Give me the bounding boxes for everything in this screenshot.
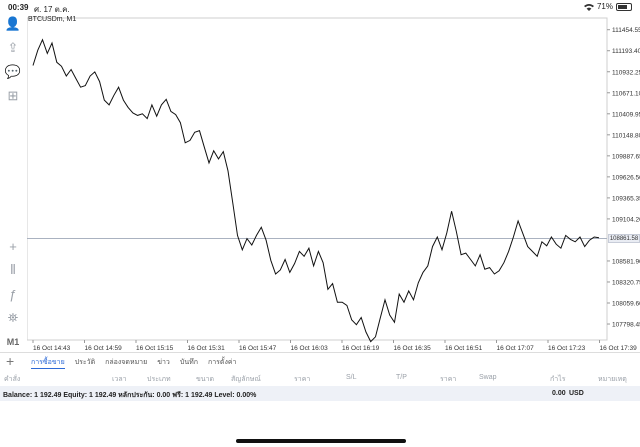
x-tick-label: 16 Oct 16:35 <box>394 345 432 352</box>
balance-row: Balance: 1 192.49 Equity: 1 192.49 หลักป… <box>0 386 640 401</box>
chat-icon[interactable]: 💬 <box>4 64 22 79</box>
tab-4[interactable]: บันทึก <box>179 359 198 366</box>
y-tick-label: 109626.50 <box>612 174 640 181</box>
left-toolbar: 👤 ⇪ 💬 ⊞ + ⫴ ƒ ⛯ M1 <box>0 14 26 350</box>
tab-5[interactable]: การตั้งค่า <box>207 359 237 366</box>
x-tick-label: 16 Oct 16:51 <box>445 345 483 352</box>
objects-icon[interactable]: ⛯ <box>7 310 19 325</box>
current-price-tag: 108861.58 <box>608 233 640 243</box>
column-header: ขนาด <box>196 376 215 383</box>
trade-icon[interactable]: ⇪ <box>7 40 19 55</box>
plot-frame <box>26 17 608 341</box>
currency: USD <box>569 390 584 397</box>
y-tick-label: 110409.95 <box>612 111 640 118</box>
trade-table-header: คำสั่ง เวลา ประเภท ขนาด สัญลักษณ์ ราคา S/L T/P ร… <box>0 372 640 386</box>
crosshair-icon[interactable]: + <box>9 238 17 254</box>
x-tick-label: 16 Oct 15:15 <box>136 345 174 352</box>
timeframe-label[interactable]: M1 <box>6 337 20 347</box>
column-header: หมายเหตุ <box>598 376 627 383</box>
y-tick-label: 109104.20 <box>612 216 640 223</box>
x-tick-label: 16 Oct 16:19 <box>342 345 380 352</box>
battery-icon <box>616 2 632 11</box>
column-header: T/P <box>396 374 407 381</box>
status-right: 71% <box>583 2 632 11</box>
y-tick-label: 111454.55 <box>612 27 640 34</box>
column-header: S/L <box>346 374 357 381</box>
y-tick-label: 108059.60 <box>612 301 640 308</box>
home-indicator[interactable] <box>236 439 406 443</box>
tab-1[interactable]: ประวัติ <box>74 359 96 366</box>
y-tick-label: 109887.65 <box>612 153 640 160</box>
clock: 00:39 <box>8 3 29 12</box>
x-tick-label: 16 Oct 14:59 <box>85 345 123 352</box>
y-tick-label: 108581.90 <box>612 258 640 265</box>
tab-3[interactable]: ข่าว <box>157 359 170 366</box>
wifi-icon <box>583 3 594 11</box>
balance-summary: Balance: 1 192.49 Equity: 1 192.49 หลักป… <box>3 392 257 399</box>
y-tick-label: 111193.40 <box>612 48 640 55</box>
column-header: คำสั่ง <box>4 376 21 383</box>
column-header: เวลา <box>112 376 127 383</box>
date: ศ. 17 ต.ค. <box>34 5 70 14</box>
profile-icon[interactable]: 👤 <box>4 16 22 31</box>
tab-2[interactable]: กล่องจดหมาย <box>105 359 148 366</box>
column-header: ราคา <box>440 376 457 383</box>
status-bar: 00:39 ศ. 17 ต.ค. 71% <box>0 0 640 14</box>
bottom-tabs-bar: + การซื้อขาย ประวัติ กล่องจดหมาย ข่าว บันทึก… <box>0 352 640 369</box>
x-tick-label: 16 Oct 14:43 <box>33 345 71 352</box>
x-tick-label: 16 Oct 17:39 <box>600 345 638 352</box>
candles-icon[interactable]: ⫴ <box>10 262 16 277</box>
column-header: ประเภท <box>147 376 171 383</box>
y-tick-label: 110148.80 <box>612 132 640 139</box>
x-tick-label: 16 Oct 15:31 <box>188 345 226 352</box>
chart-svg[interactable]: 111454.55 111193.40 110932.25 110671.10 1104… <box>26 14 640 354</box>
x-tick-label: 16 Oct 17:07 <box>497 345 535 352</box>
column-header: Swap <box>479 374 497 381</box>
tab-0[interactable]: การซื้อขาย <box>31 357 65 369</box>
y-tick-label: 110932.25 <box>612 69 640 76</box>
column-header: สัญลักษณ์ <box>231 376 261 383</box>
x-tick-label: 16 Oct 15:47 <box>239 345 277 352</box>
tabs: การซื้อขาย ประวัติ กล่องจดหมาย ข่าว บันทึก กา… <box>31 357 236 369</box>
price-series-line <box>32 38 600 343</box>
y-tick-label: 107798.45 <box>612 322 640 329</box>
price-chart[interactable]: 111454.55 111193.40 110932.25 110671.10 1104… <box>26 14 640 354</box>
y-tick-label: 108320.75 <box>612 279 640 286</box>
column-header: กำไร <box>550 376 566 383</box>
total-profit: 0.00 <box>552 390 566 397</box>
y-tick-label: 109365.35 <box>612 195 640 202</box>
y-tick-label: 110671.10 <box>612 90 640 97</box>
battery-fill <box>618 4 627 9</box>
x-tick-label: 16 Oct 16:03 <box>291 345 329 352</box>
add-icon[interactable]: + <box>6 353 15 369</box>
indicators-icon[interactable]: ƒ <box>9 286 17 302</box>
x-tick-label: 16 Oct 17:23 <box>548 345 586 352</box>
chart-symbol-label: BTCUSDm, M1 <box>28 16 77 23</box>
new-order-icon[interactable]: ⊞ <box>7 88 19 103</box>
battery-percent: 71% <box>596 2 613 11</box>
column-header: ราคา <box>294 376 311 383</box>
